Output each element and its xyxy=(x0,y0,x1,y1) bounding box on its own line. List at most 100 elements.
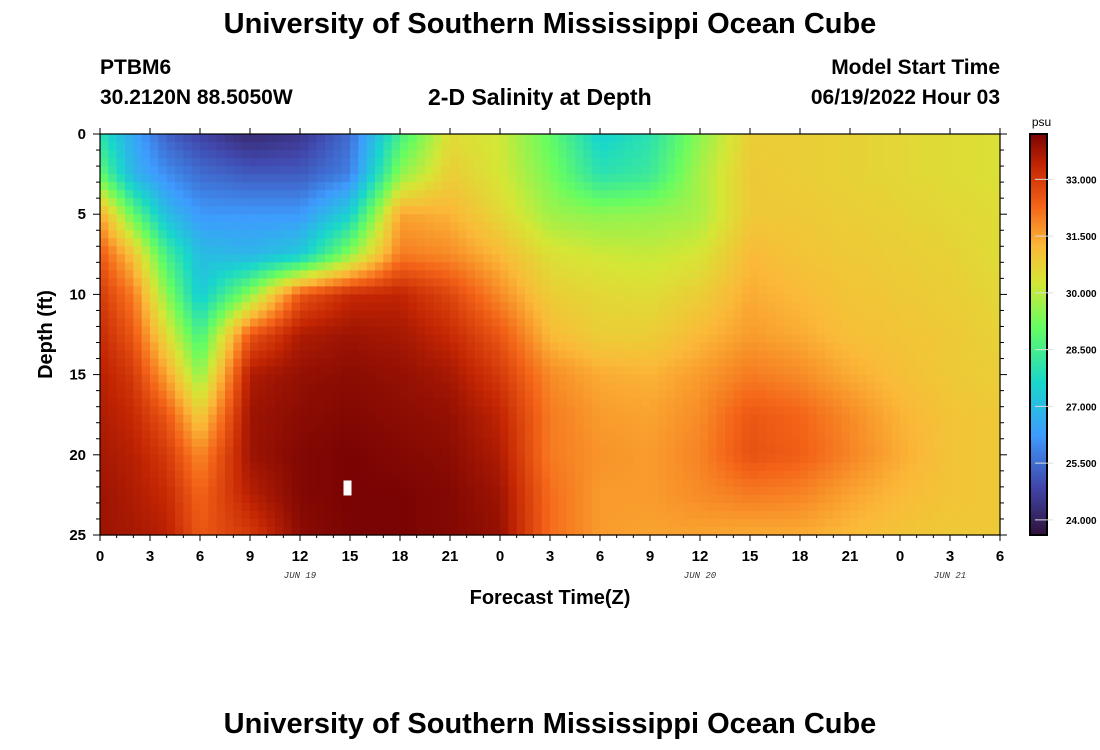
heatmap-cell xyxy=(941,294,951,304)
heatmap-cell xyxy=(233,294,243,304)
heatmap-cell xyxy=(408,486,418,496)
heatmap-cell xyxy=(116,206,126,215)
heatmap-cell xyxy=(183,382,193,392)
heatmap-cell xyxy=(975,198,984,207)
heatmap-cell xyxy=(208,166,218,175)
heatmap-cell xyxy=(816,462,826,472)
heatmap-cell xyxy=(283,502,293,512)
heatmap-cell xyxy=(816,262,826,271)
heatmap-cell xyxy=(633,246,643,255)
heatmap-cell xyxy=(916,158,926,167)
heatmap-cell xyxy=(533,286,543,295)
heatmap-cell xyxy=(716,230,726,239)
heatmap-cell xyxy=(908,486,918,496)
heatmap-cell xyxy=(691,302,701,312)
heatmap-cell xyxy=(175,478,184,488)
heatmap-cell xyxy=(633,262,643,271)
heatmap-cell xyxy=(408,134,418,143)
heatmap-cell xyxy=(233,414,243,424)
heatmap-cell xyxy=(850,478,859,488)
heatmap-cell xyxy=(408,294,418,304)
heatmap-cell xyxy=(866,358,876,368)
heatmap-cell xyxy=(341,406,351,416)
heatmap-cell xyxy=(591,198,601,207)
heatmap-cell xyxy=(591,262,601,271)
heatmap-cell xyxy=(791,326,801,336)
heatmap-cell xyxy=(891,174,901,183)
heatmap-cell xyxy=(733,398,743,408)
heatmap-cell xyxy=(658,390,668,400)
heatmap-cell xyxy=(950,334,959,344)
heatmap-cell xyxy=(908,438,918,448)
heatmap-cell xyxy=(233,502,243,512)
heatmap-cell xyxy=(333,422,343,432)
heatmap-cell xyxy=(125,478,134,488)
heatmap-cell xyxy=(183,430,193,440)
heatmap-cell xyxy=(333,334,343,344)
heatmap-cell xyxy=(816,230,826,239)
heatmap-cell xyxy=(733,350,743,360)
heatmap-cell xyxy=(391,398,401,408)
heatmap-cell xyxy=(808,166,818,175)
heatmap-cell xyxy=(525,366,534,376)
heatmap-cell xyxy=(783,366,793,376)
heatmap-cell xyxy=(700,302,709,312)
heatmap-cell xyxy=(608,134,618,143)
heatmap-cell xyxy=(133,454,143,464)
heatmap-cell xyxy=(216,310,226,320)
heatmap-cell xyxy=(483,254,493,263)
heatmap-cell xyxy=(758,302,768,312)
heatmap-cell xyxy=(583,454,593,464)
heatmap-cell xyxy=(750,430,759,440)
heatmap-cell xyxy=(825,190,834,199)
heatmap-cell xyxy=(758,134,768,143)
heatmap-cell xyxy=(600,190,609,199)
heatmap-cell xyxy=(616,206,626,215)
heatmap-cell xyxy=(825,182,834,191)
heatmap-cell xyxy=(558,406,568,416)
heatmap-cell xyxy=(900,366,909,376)
heatmap-cell xyxy=(508,382,518,392)
heatmap-cell xyxy=(500,142,509,151)
heatmap-cell xyxy=(350,166,359,175)
heatmap-cell xyxy=(175,374,184,384)
heatmap-cell xyxy=(125,470,134,480)
heatmap-cell xyxy=(666,142,676,151)
heatmap-cell xyxy=(533,134,543,143)
heatmap-cell xyxy=(550,334,559,344)
heatmap-cell xyxy=(966,174,976,183)
heatmap-cell xyxy=(550,398,559,408)
heatmap-cell xyxy=(475,334,484,344)
heatmap-cell xyxy=(166,366,176,376)
heatmap-cell xyxy=(741,326,751,336)
heatmap-cell xyxy=(966,222,976,231)
heatmap-cell xyxy=(925,134,934,143)
heatmap-cell xyxy=(775,294,784,304)
heatmap-cell xyxy=(175,334,184,344)
heatmap-cell xyxy=(116,174,126,183)
heatmap-cell xyxy=(675,446,684,456)
heatmap-cell xyxy=(750,254,759,263)
heatmap-cell xyxy=(325,494,334,504)
heatmap-cell xyxy=(983,414,993,424)
heatmap-cell xyxy=(483,486,493,496)
heatmap-cell xyxy=(300,190,309,199)
heatmap-cell xyxy=(825,222,834,231)
heatmap-cell xyxy=(666,358,676,368)
heatmap-cell xyxy=(108,462,118,472)
heatmap-cell xyxy=(558,230,568,239)
heatmap-cell xyxy=(591,430,601,440)
heatmap-cell xyxy=(250,422,259,432)
heatmap-cell xyxy=(716,286,726,295)
heatmap-cell xyxy=(608,390,618,400)
heatmap-cell xyxy=(283,246,293,255)
heatmap-cell xyxy=(400,174,409,183)
heatmap-cell xyxy=(200,446,209,456)
heatmap-cell xyxy=(433,462,443,472)
heatmap-cell xyxy=(991,190,1001,199)
heatmap-cell xyxy=(433,294,443,304)
heatmap-cell xyxy=(408,478,418,488)
heatmap-cell xyxy=(558,446,568,456)
heatmap-cell xyxy=(133,150,143,159)
heatmap-cell xyxy=(941,190,951,199)
